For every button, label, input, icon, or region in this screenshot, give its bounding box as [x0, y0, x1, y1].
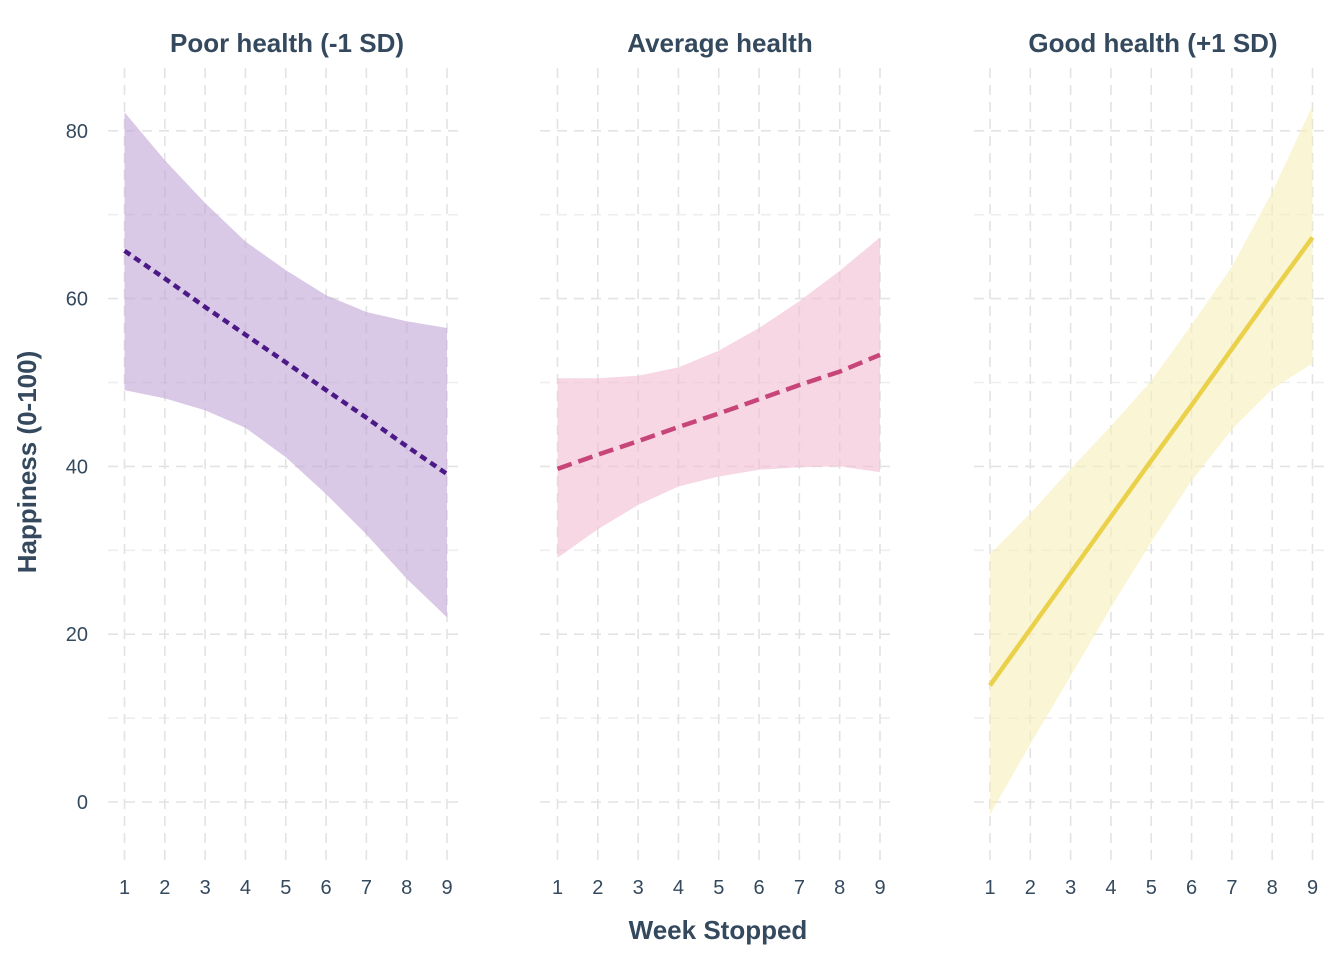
- x-tick-label: 3: [633, 877, 644, 899]
- x-tick-label: 5: [713, 877, 724, 899]
- x-tick-label: 2: [592, 877, 603, 899]
- x-tick-label: 6: [1186, 877, 1197, 899]
- panel-title: Good health (+1 SD): [1028, 28, 1277, 58]
- panel-title: Average health: [627, 28, 812, 58]
- x-tick-label: 8: [401, 877, 412, 899]
- y-tick-label: 60: [66, 289, 88, 311]
- x-tick-label: 5: [1146, 877, 1157, 899]
- x-tick-label: 4: [240, 877, 251, 899]
- x-tick-label: 5: [280, 877, 291, 899]
- x-axis-title: Week Stopped: [629, 915, 808, 945]
- panel-3: Good health (+1 SD) 1 2 3 4 5 6 7 8 9: [974, 28, 1328, 899]
- x-tick-label: 8: [834, 877, 845, 899]
- y-tick-label: 0: [77, 792, 88, 814]
- x-tick-label: 9: [441, 877, 452, 899]
- x-tick-label: 4: [1105, 877, 1116, 899]
- x-tick-label: 7: [1226, 877, 1237, 899]
- confidence-band: [557, 237, 880, 558]
- series-line: [123, 248, 449, 476]
- x-tick-label: 2: [159, 877, 170, 899]
- series-line: [988, 236, 1315, 687]
- x-tick-label: 8: [1267, 877, 1278, 899]
- series-line: [556, 352, 881, 472]
- x-tick-label: 6: [321, 877, 332, 899]
- x-tick-label: 9: [874, 877, 885, 899]
- y-tick-label: 20: [66, 624, 88, 646]
- x-tick-label: 3: [200, 877, 211, 899]
- x-tick-label: 4: [673, 877, 684, 899]
- y-axis-title: Happiness (0-100): [12, 351, 42, 574]
- y-tick-label: 80: [66, 121, 88, 143]
- x-tick-label: 7: [794, 877, 805, 899]
- x-tick-label: 9: [1307, 877, 1318, 899]
- x-tick-label: 7: [361, 877, 372, 899]
- x-tick-label: 1: [119, 877, 130, 899]
- panel-2: Average health 1 2 3 4 5 6 7 8 9: [540, 28, 896, 899]
- panel-1: Poor health (-1 SD) 1 2 3 4 5 6 7 8 9 0 20 40 60 80: [66, 28, 462, 899]
- x-tick-label: 2: [1025, 877, 1036, 899]
- y-tick-label: 40: [66, 456, 88, 478]
- panel-title: Poor health (-1 SD): [170, 28, 404, 58]
- x-tick-label: 6: [754, 877, 765, 899]
- x-tick-label: 1: [552, 877, 563, 899]
- panels-layer: Poor health (-1 SD) 1 2 3 4 5 6 7 8 9 0 20 40 60 80 Ave…: [66, 28, 1328, 899]
- x-tick-label: 3: [1065, 877, 1076, 899]
- x-tick-label: 1: [984, 877, 995, 899]
